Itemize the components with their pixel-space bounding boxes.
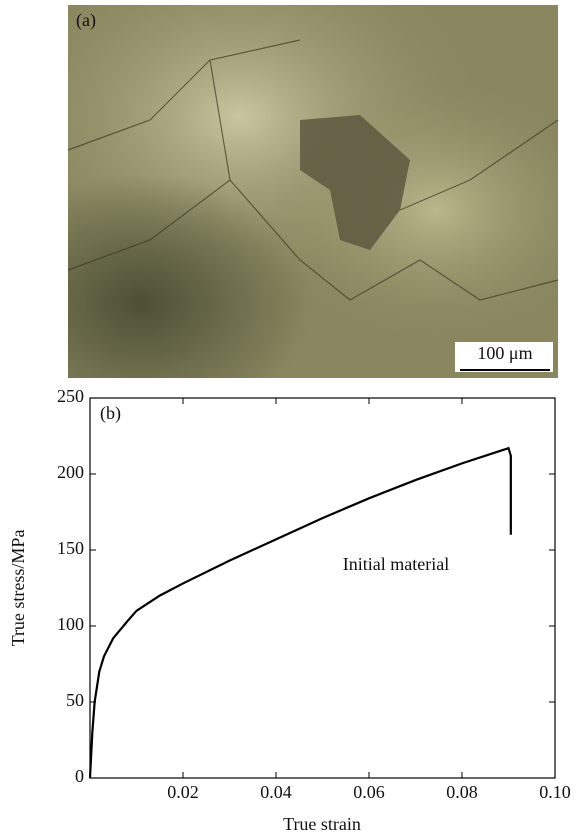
- y-tick-label: 100: [57, 614, 84, 634]
- data-line: [90, 448, 511, 778]
- x-tick-label: 0.04: [260, 782, 292, 802]
- x-tick-label: 0.10: [539, 782, 571, 802]
- y-tick-label: 200: [57, 462, 84, 482]
- y-tick-label: 150: [57, 538, 84, 558]
- annotation: Initial material: [343, 554, 449, 574]
- micrograph: (a) 100 μm: [68, 5, 558, 378]
- x-axis-label: True strain: [283, 814, 361, 834]
- y-tick-label: 250: [57, 386, 84, 406]
- y-axis-label: True stress/MPa: [8, 530, 28, 647]
- y-tick-label: 50: [66, 690, 84, 710]
- scale-bar-label: 100 μm: [477, 343, 532, 363]
- panel-label: (b): [100, 403, 121, 424]
- panel-label: (a): [76, 10, 96, 31]
- x-tick-label: 0.02: [167, 782, 199, 802]
- x-tick-label: 0.06: [353, 782, 385, 802]
- y-tick-label: 0: [75, 766, 84, 786]
- figure: (a) 100 μm (b) Initial material True str…: [0, 0, 580, 837]
- x-tick-label: 0.08: [446, 782, 478, 802]
